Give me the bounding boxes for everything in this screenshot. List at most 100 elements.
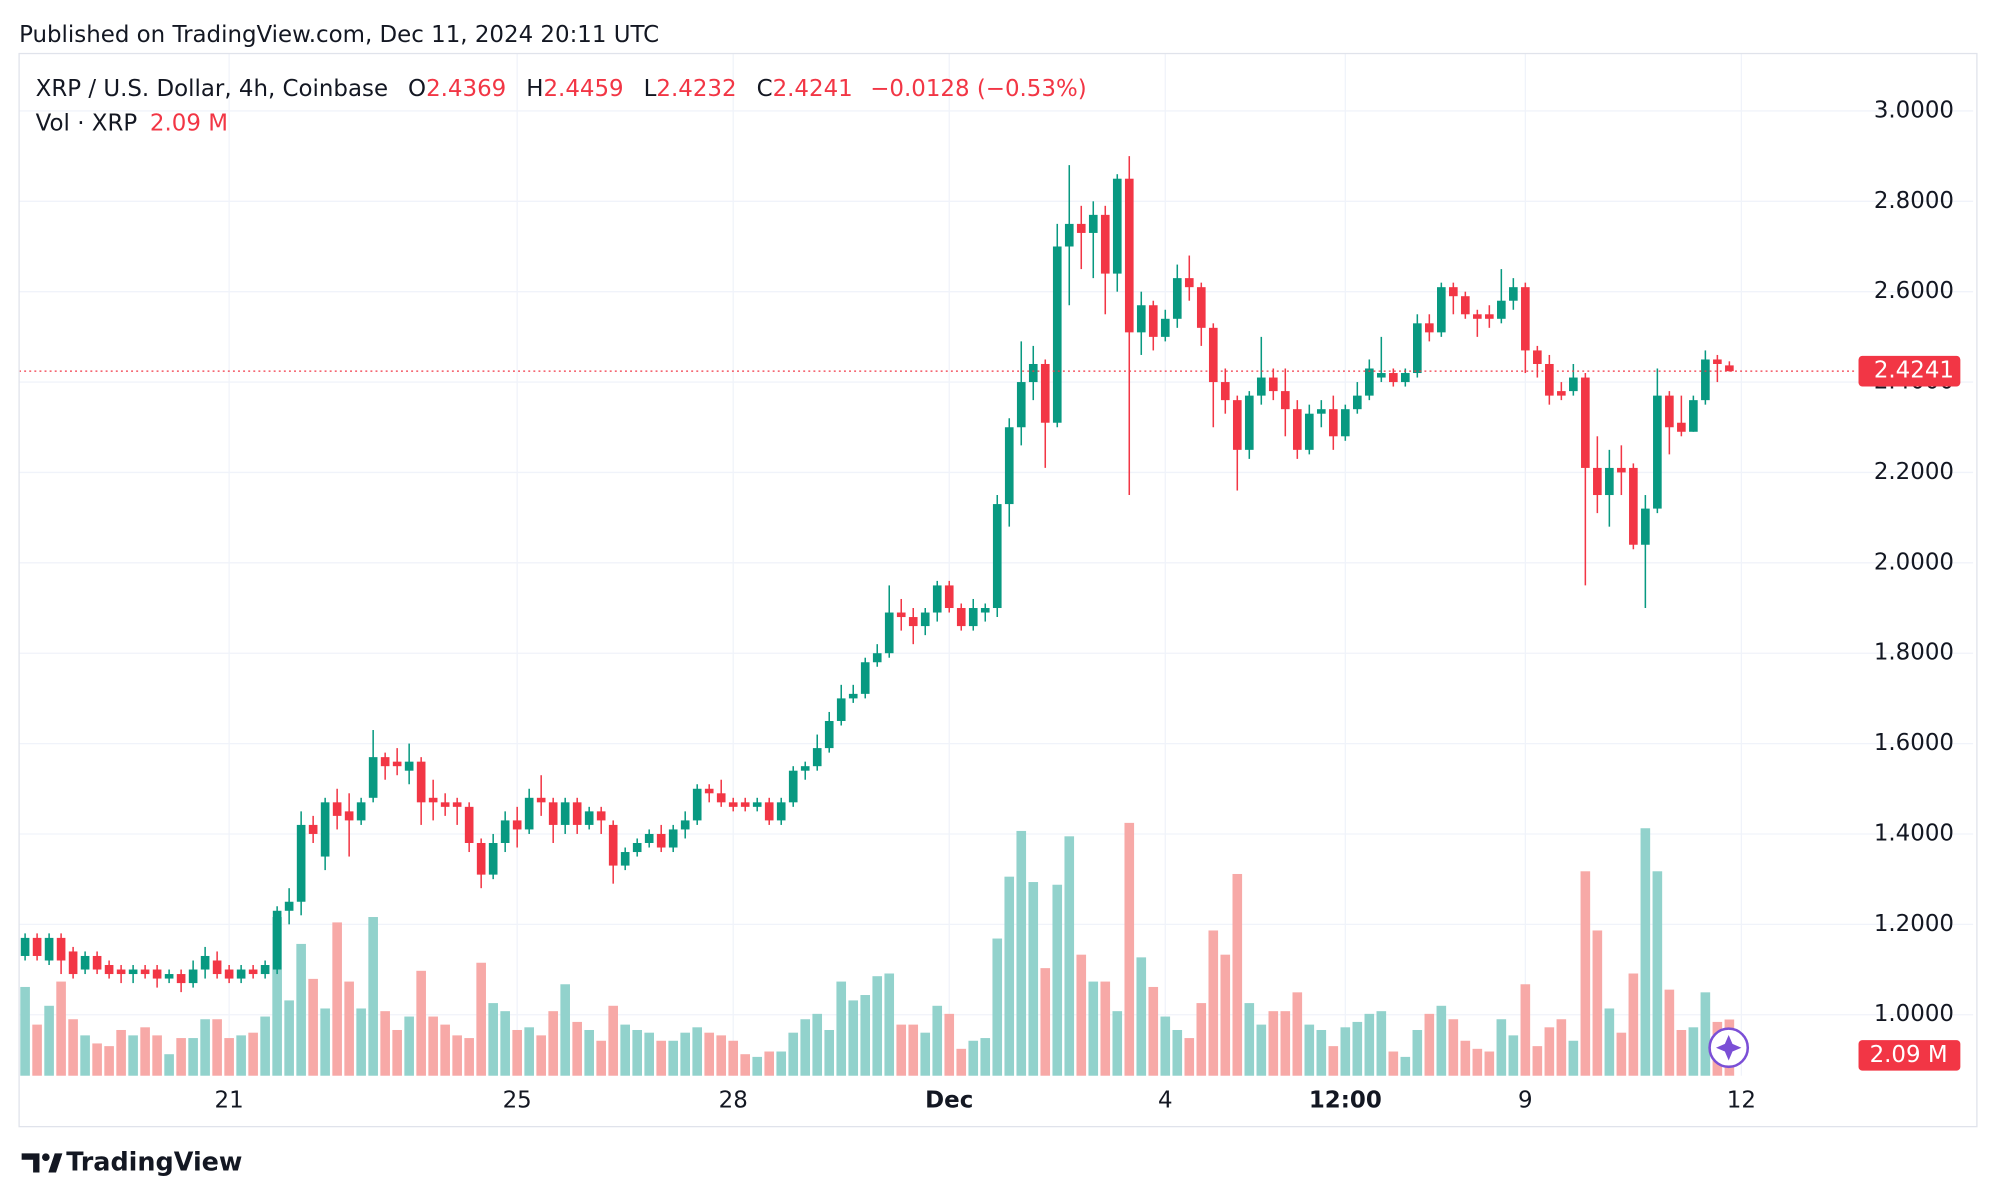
candle-body [1112, 178, 1122, 274]
candle-body [1593, 467, 1602, 496]
y-tick-label: 2.8000 [1874, 188, 1954, 214]
candle-body [236, 969, 246, 979]
volume-bar [128, 1035, 138, 1076]
y-tick-label: 2.0000 [1874, 549, 1954, 575]
candle-body [440, 802, 450, 807]
candle-body [1076, 223, 1086, 233]
volume-bar [1280, 1011, 1291, 1076]
brand-logo [21, 1153, 63, 1173]
candle-body [788, 770, 798, 803]
candle-body [1244, 395, 1254, 450]
volume-bar [212, 1019, 222, 1076]
volume-bar [344, 981, 354, 1076]
y-tick-label: 1.0000 [1874, 1001, 1954, 1027]
candle-body [620, 852, 630, 866]
volume-bar [980, 1038, 991, 1076]
volume-bar [440, 1024, 450, 1076]
candle-body [968, 608, 978, 627]
candle-body [1425, 323, 1434, 333]
volume-bar [1076, 954, 1087, 1076]
volume-bar [308, 978, 318, 1076]
candle-body [752, 802, 762, 807]
legend-key: L [644, 76, 657, 102]
volume-bar [20, 986, 30, 1076]
volume-bar [1460, 1040, 1471, 1076]
volume-bar [248, 1032, 258, 1076]
volume-bar [1232, 873, 1243, 1076]
candle-body [668, 829, 678, 848]
candle-body [1413, 323, 1422, 374]
candle-body [1725, 365, 1734, 372]
candle-body [1184, 278, 1194, 288]
x-tick-label: 9 [1518, 1088, 1533, 1114]
last-volume-label: 2.09 M [1870, 1042, 1948, 1068]
candle-body [140, 969, 150, 975]
candle-body [692, 788, 702, 821]
volume-bar [56, 981, 66, 1076]
candle-body [572, 802, 582, 825]
candle-body [1220, 382, 1230, 401]
volume-bar [416, 970, 426, 1076]
volume-bar [1448, 1019, 1459, 1076]
volume-bar [104, 1046, 114, 1076]
published-note: Published on TradingView.com, Dec 11, 20… [19, 22, 659, 48]
candle-body [1340, 409, 1350, 437]
volume-bar [1304, 1024, 1315, 1076]
candle-body [500, 820, 510, 843]
candle-body [512, 820, 522, 830]
volume-bar [1364, 1013, 1375, 1076]
candle-body [1148, 305, 1158, 337]
volume-bar [740, 1054, 751, 1076]
volume-bar [1376, 1011, 1387, 1076]
candle-body [32, 937, 42, 956]
candle-body [296, 824, 306, 902]
candle-body [812, 748, 822, 767]
volume-bar [368, 917, 378, 1076]
volume-bar [776, 1051, 787, 1076]
candle-body [1653, 395, 1662, 509]
volume-bar [1496, 1019, 1507, 1076]
volume-bar [1532, 1046, 1543, 1076]
volume-bar [1184, 1038, 1195, 1076]
volume-bar [44, 1005, 54, 1076]
volume-bar [140, 1027, 150, 1076]
candle-body [260, 965, 270, 975]
y-tick-label: 3.0000 [1874, 97, 1954, 123]
candle-body [308, 824, 318, 834]
volume-bar [704, 1032, 715, 1076]
volume-bar [1616, 1032, 1627, 1076]
candle-body [704, 788, 714, 794]
candle-body [416, 761, 426, 803]
candle-body [1208, 327, 1218, 383]
candle-body [872, 653, 882, 663]
x-tick-label: 12:00 [1309, 1088, 1382, 1114]
candle-body [1196, 287, 1206, 328]
candle-body [1569, 377, 1578, 392]
volume-bar [356, 1008, 366, 1076]
legend-high: 2.4459 [543, 76, 623, 102]
candle-body [356, 802, 366, 821]
volume-bar [320, 1008, 330, 1076]
volume-bar [1664, 989, 1675, 1076]
candle-body [404, 761, 414, 771]
candle-body [1328, 409, 1338, 437]
volume-bar [956, 1048, 967, 1076]
volume-bar [1100, 981, 1111, 1076]
candle-body [1509, 287, 1518, 301]
volume-bar [404, 1016, 414, 1076]
candle-body [188, 969, 198, 984]
volume-bar [1484, 1051, 1495, 1076]
candle-body [1665, 395, 1674, 428]
legend-change: −0.0128 (−0.53%) [870, 76, 1086, 102]
candle-body [1268, 377, 1278, 392]
y-tick-label: 1.6000 [1874, 730, 1954, 756]
x-tick-label: 12 [1727, 1088, 1756, 1114]
candle-body [728, 802, 738, 807]
volume-bar [1676, 1029, 1687, 1076]
volume-bar [1088, 981, 1099, 1076]
volume-bar [1568, 1040, 1579, 1076]
volume-bar [1604, 1008, 1615, 1076]
volume-bar [1220, 954, 1231, 1076]
candle-body [1545, 363, 1554, 396]
candle-body [320, 802, 330, 857]
